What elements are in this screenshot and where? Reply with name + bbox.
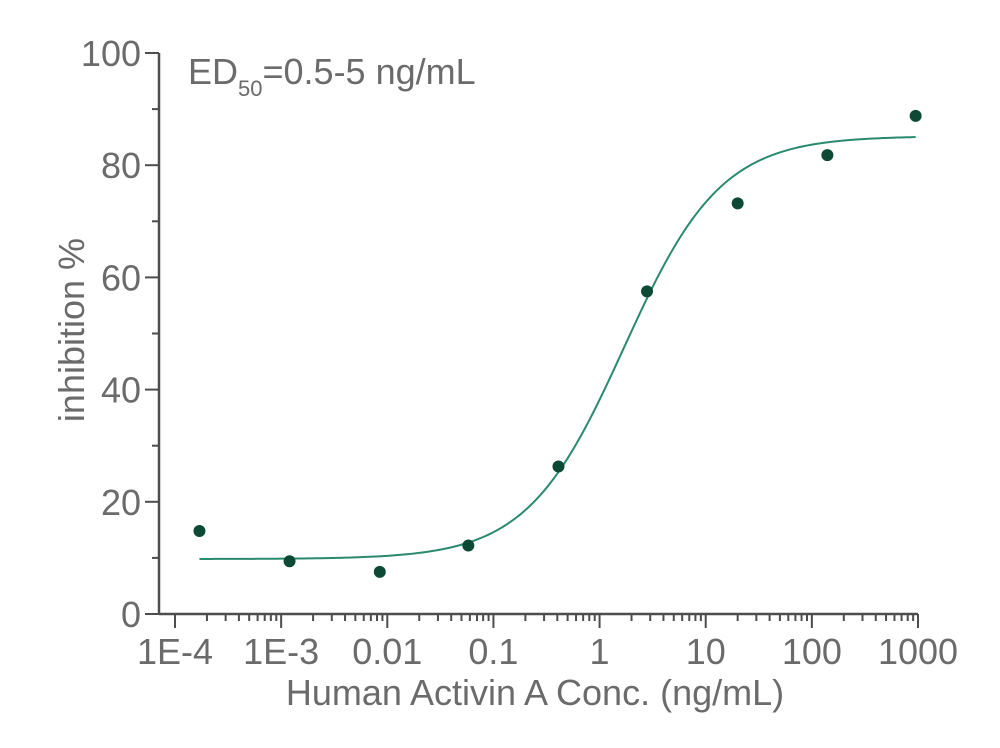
data-points-layer [193,109,922,578]
data-point [641,285,654,298]
x-tick-label: 10 [686,631,726,672]
data-point [193,524,206,537]
y-tick-label: 100 [81,33,141,74]
x-tick-label: 0.1 [468,631,518,672]
y-tick-label: 60 [101,257,141,298]
y-axis: 0 20 40 60 80 100 [81,33,161,635]
y-tick-label: 40 [101,370,141,411]
fit-curve-layer [199,136,916,560]
x-tick-label: 1E-4 [137,631,213,672]
fit-curve [199,136,916,560]
x-tick-label: 1 [590,631,610,672]
x-tick-label: 100 [782,631,842,672]
data-point [462,539,475,552]
x-axis: 1E-4 1E-3 0.01 0.1 1 10 100 1000 [137,612,958,672]
y-tick-label: 0 [121,594,141,635]
y-tick-label: 80 [101,145,141,186]
data-point [731,197,744,210]
ed50-prefix: ED [188,51,238,92]
data-point [821,149,834,162]
data-point [552,460,565,473]
ed50-suffix: =0.5-5 ng/mL [263,51,476,92]
ed50-annotation: ED50=0.5-5 ng/mL [188,51,476,101]
x-tick-label: 1000 [878,631,958,672]
y-axis-title: inhibition % [51,238,92,422]
data-point [283,555,296,568]
x-tick-label: 1E-3 [243,631,319,672]
ed50-subscript: 50 [238,76,262,101]
x-tick-label: 0.01 [352,631,422,672]
data-point [373,565,386,578]
data-point [909,109,922,122]
y-tick-label: 20 [101,482,141,523]
x-axis-title: Human Activin A Conc. (ng/mL) [286,672,784,713]
